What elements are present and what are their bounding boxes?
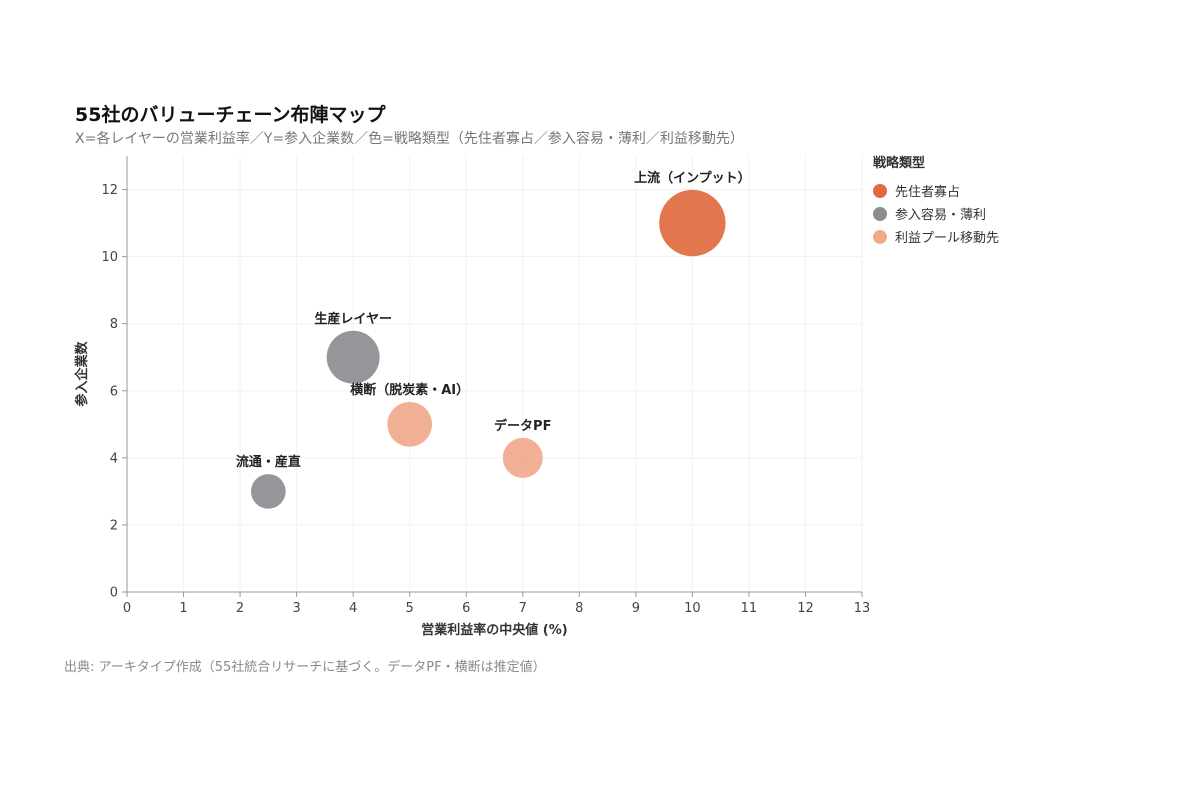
x-tick-label: 13 bbox=[854, 601, 871, 616]
y-tick-label: 4 bbox=[110, 451, 118, 466]
legend-swatch bbox=[873, 183, 887, 198]
x-tick-label: 12 bbox=[797, 601, 814, 616]
x-tick-label: 8 bbox=[575, 601, 583, 616]
bubble-label: データPF bbox=[494, 418, 551, 434]
bubble-label: 生産レイヤー bbox=[314, 311, 392, 327]
legend-title: 戦略類型 bbox=[873, 156, 926, 171]
x-tick-label: 10 bbox=[684, 601, 701, 616]
x-tick-label: 9 bbox=[632, 601, 640, 616]
legend-swatch bbox=[873, 206, 887, 221]
x-tick-label: 7 bbox=[519, 601, 527, 616]
x-tick-label: 4 bbox=[349, 601, 357, 616]
legend-label: 参入容易・薄利 bbox=[895, 208, 987, 223]
bubble bbox=[251, 474, 286, 509]
x-tick-label: 6 bbox=[462, 601, 470, 616]
chart-subtitle: X=各レイヤーの営業利益率／Y=参入企業数／色=戦略類型（先住者寡占／参入容易・… bbox=[75, 131, 744, 147]
x-tick-label: 2 bbox=[236, 601, 244, 616]
y-tick-label: 8 bbox=[110, 317, 118, 332]
legend-item-incumbent-oligopoly: 先住者寡占 bbox=[873, 179, 999, 202]
bubble-label: 上流（インプット） bbox=[634, 170, 751, 186]
y-axis-title: 参入企業数 bbox=[74, 341, 90, 407]
x-tick-label: 3 bbox=[292, 601, 300, 616]
bubble-label: 横断（脱炭素・AI） bbox=[350, 382, 469, 398]
bubble bbox=[659, 189, 726, 257]
legend-swatch bbox=[873, 229, 887, 244]
bubble bbox=[326, 330, 380, 384]
bubble bbox=[502, 437, 543, 478]
bubble bbox=[387, 401, 433, 447]
x-axis-title: 営業利益率の中央値 (%) bbox=[421, 622, 567, 638]
source-note: 出典: アーキタイプ作成（55社統合リサーチに基づく。データPF・横断は推定値） bbox=[64, 660, 546, 675]
x-tick-label: 1 bbox=[179, 601, 187, 616]
legend: 戦略類型 先住者寡占 参入容易・薄利 利益プール移動先 bbox=[873, 152, 999, 248]
y-tick-label: 10 bbox=[101, 250, 118, 265]
x-tick-label: 11 bbox=[741, 601, 758, 616]
y-tick-label: 12 bbox=[101, 183, 118, 198]
x-tick-label: 0 bbox=[123, 601, 131, 616]
bubble-label: 流通・産直 bbox=[236, 454, 301, 470]
chart-title: 55社のバリューチェーン布陣マップ bbox=[75, 104, 386, 126]
y-tick-label: 2 bbox=[110, 518, 118, 533]
y-tick-label: 6 bbox=[110, 384, 118, 399]
legend-item-easy-entry-thin-margin: 参入容易・薄利 bbox=[873, 202, 999, 225]
legend-label: 利益プール移動先 bbox=[895, 231, 1000, 246]
x-tick-label: 5 bbox=[406, 601, 414, 616]
legend-label: 先住者寡占 bbox=[895, 185, 961, 200]
legend-item-profit-pool-destination: 利益プール移動先 bbox=[873, 225, 999, 248]
y-tick-label: 0 bbox=[110, 586, 118, 601]
